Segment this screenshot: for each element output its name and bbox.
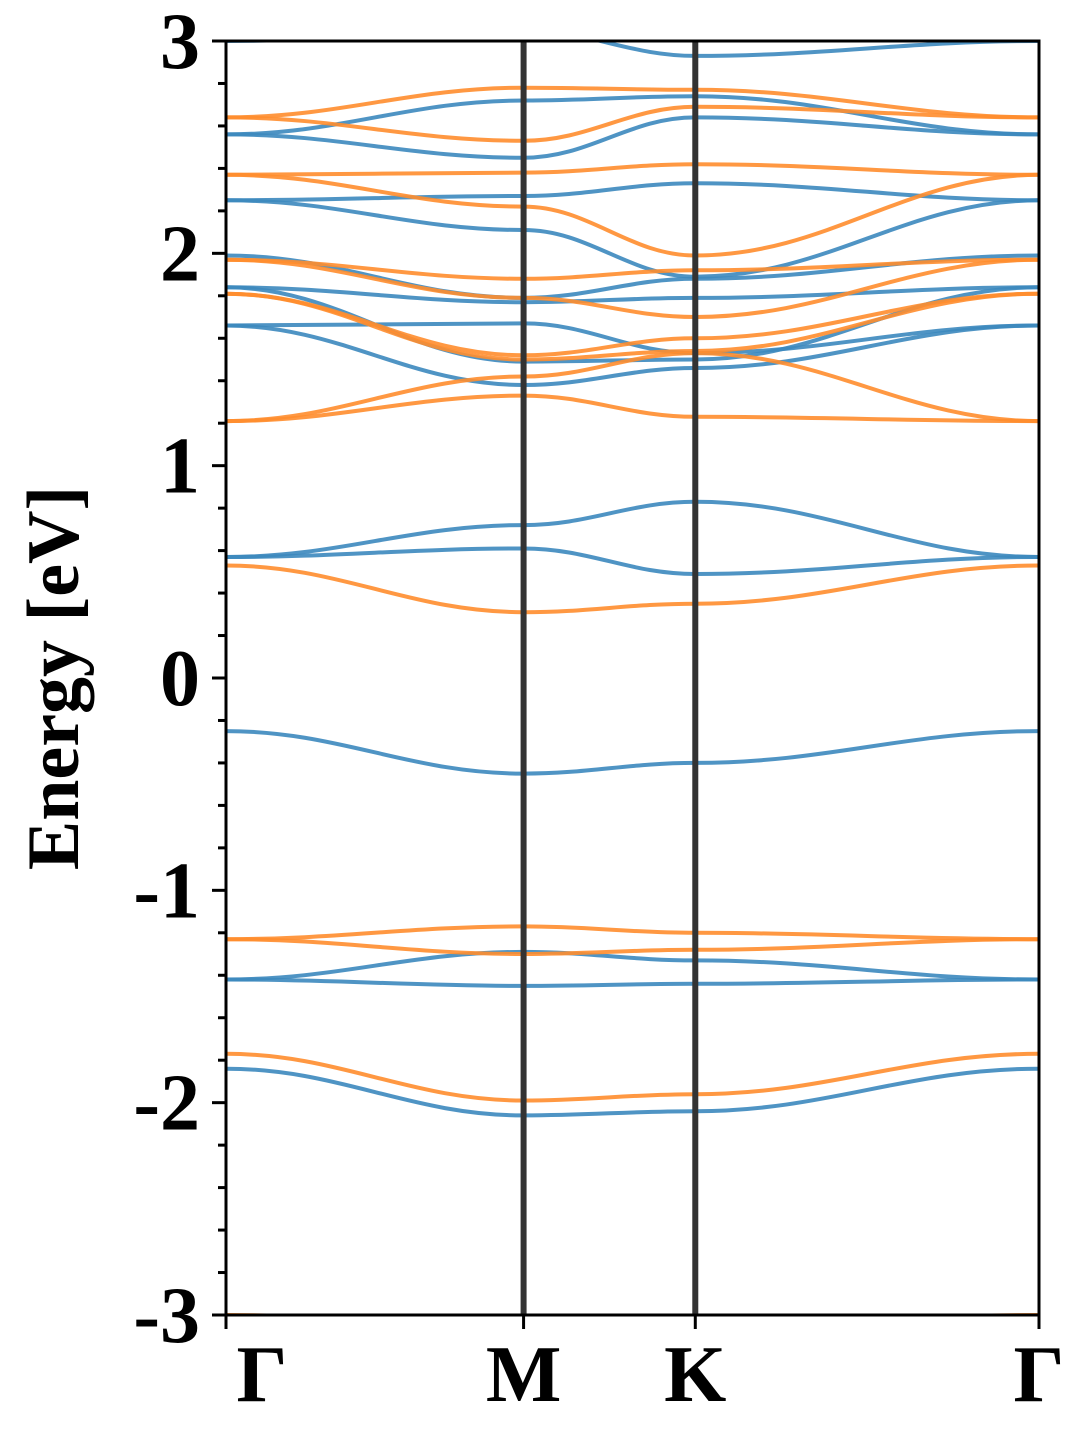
band-line-spin-up-10: [226, 285, 1039, 305]
y-tick-label: -2: [133, 1060, 200, 1148]
band-line-spin-down-3: [226, 937, 1039, 957]
band-line-spin-down-9: [226, 257, 1039, 320]
band-line-spin-down-14: [226, 85, 1039, 120]
band-line-spin-down-12: [226, 162, 1039, 177]
band-line-spin-down-8: [226, 291, 1039, 358]
band-line-spin-up-6: [226, 546, 1039, 577]
y-tick-label: 2: [160, 210, 200, 298]
band-line-spin-up-1: [226, 1066, 1039, 1118]
x-tick-label: M: [486, 1331, 562, 1419]
band-line-spin-up-4: [226, 729, 1039, 776]
x-tick-label: Γ: [237, 1331, 288, 1419]
band-line-spin-down-11: [226, 172, 1039, 258]
band-line-spin-up-12: [226, 198, 1039, 279]
y-axis-label: Energy [eV]: [13, 486, 95, 870]
band-line-spin-up-15: [226, 94, 1039, 137]
band-line-spin-up-14: [226, 115, 1039, 160]
band-line-spin-down-10: [226, 257, 1039, 281]
band-line-spin-down-1: [226, 1051, 1039, 1103]
x-tick-label: Γ: [1014, 1331, 1065, 1419]
y-tick-label: 0: [160, 635, 200, 723]
band-line-spin-up-2: [226, 949, 1039, 982]
band-line-spin-down-15: [226, 1313, 1039, 1315]
band-line-spin-up-3: [226, 977, 1039, 988]
band-line-spin-down-5: [226, 393, 1039, 424]
kpoint-dividers: [520, 41, 699, 1315]
y-tick-label: -3: [133, 1272, 200, 1360]
band-line-spin-down-2: [226, 924, 1039, 942]
band-line-spin-down-4: [226, 563, 1039, 615]
band-line-spin-up-7: [226, 323, 1039, 388]
y-tick-label: -1: [133, 847, 200, 935]
y-axis-ticks: -3 -2 -1 0 1 2 3: [133, 0, 226, 1360]
band-line-spin-up-13: [226, 181, 1039, 203]
band-lines: [226, 41, 1039, 1315]
plot-frame: [224, 39, 1041, 1317]
band-line-spin-up-16: [226, 41, 1039, 58]
y-tick-label: 1: [160, 423, 200, 511]
band-line-spin-down-6: [226, 351, 1039, 424]
x-tick-label: K: [664, 1331, 726, 1419]
band-line-spin-down-13: [226, 104, 1039, 143]
y-tick-label: 3: [160, 0, 200, 86]
band-line-spin-up-5: [226, 499, 1039, 559]
